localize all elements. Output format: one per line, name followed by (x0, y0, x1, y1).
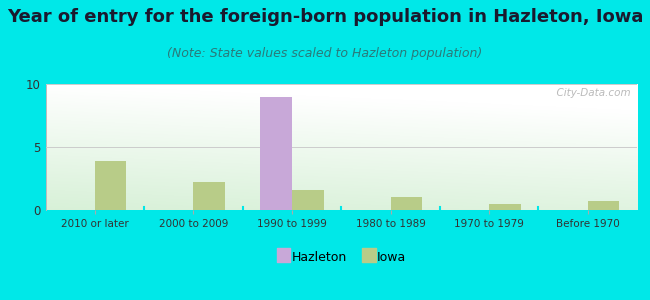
Bar (588, 201, 619, 210)
Bar (292, 190, 324, 210)
Bar (261, 97, 292, 210)
Bar (95, 161, 126, 210)
Legend: Hazleton, Iowa: Hazleton, Iowa (272, 246, 411, 269)
Bar (391, 197, 422, 210)
Bar (489, 204, 521, 210)
Text: City-Data.com: City-Data.com (551, 88, 631, 98)
Text: (Note: State values scaled to Hazleton population): (Note: State values scaled to Hazleton p… (168, 46, 482, 59)
Bar (194, 182, 225, 210)
Text: Year of entry for the foreign-born population in Hazleton, Iowa: Year of entry for the foreign-born popul… (6, 8, 644, 26)
